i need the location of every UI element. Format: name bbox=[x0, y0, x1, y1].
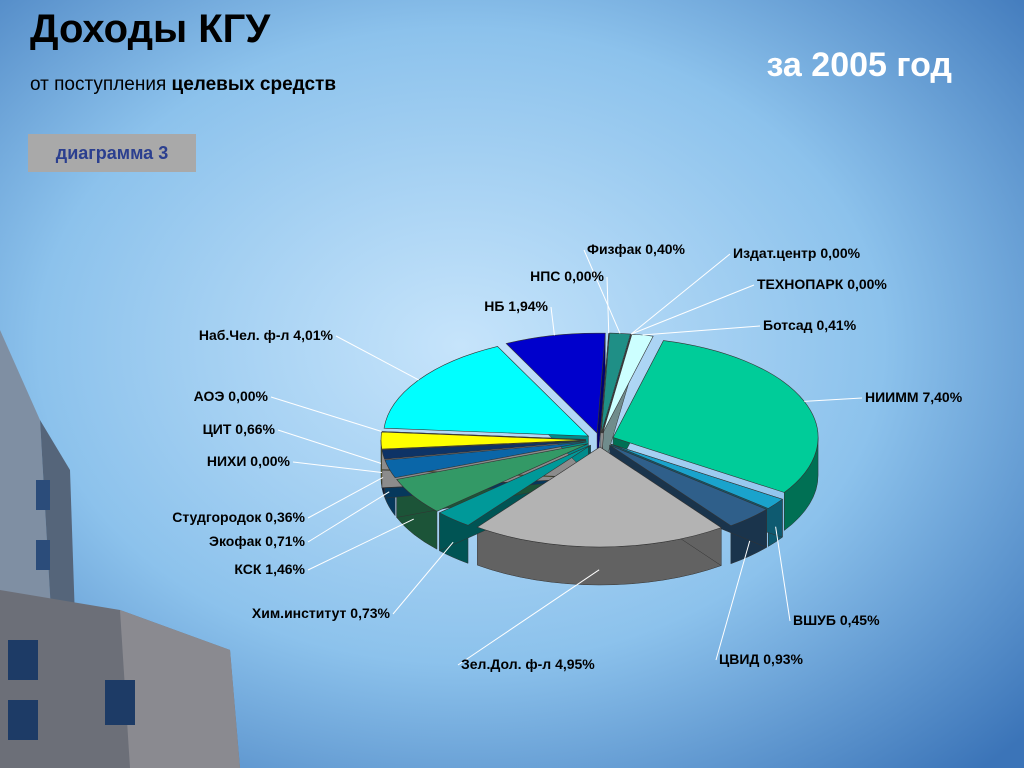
category-name: ЦВИД bbox=[719, 651, 759, 667]
leader-line bbox=[277, 429, 382, 464]
category-name: Хим.институт bbox=[252, 605, 347, 621]
subtitle-plain: от поступления bbox=[30, 74, 166, 95]
slice bbox=[609, 444, 768, 527]
slice bbox=[601, 334, 632, 434]
leader-line bbox=[457, 569, 600, 666]
slice-label: ВШУБ 0,45% bbox=[793, 612, 880, 628]
value-label: 0,36% bbox=[265, 509, 305, 525]
value-label: 7,40% bbox=[922, 389, 962, 405]
subtitle: от поступления целевых средств bbox=[30, 74, 336, 95]
building bbox=[0, 330, 240, 768]
slice bbox=[476, 446, 722, 548]
category-name: ТЕХНОПАРК bbox=[757, 276, 844, 292]
slice-label: Экофак 0,71% bbox=[209, 533, 306, 549]
slice-label: АОЭ 0,00% bbox=[194, 388, 269, 404]
category-name: Издат.центр bbox=[733, 245, 816, 261]
value-label: 0,66% bbox=[235, 421, 275, 437]
value-label: 1,46% bbox=[265, 561, 305, 577]
category-name: Студгородок bbox=[172, 509, 262, 525]
slice bbox=[600, 333, 610, 434]
leader-line bbox=[307, 518, 414, 571]
badge-box bbox=[28, 134, 196, 172]
value-label: 1,94% bbox=[508, 298, 548, 314]
category-name: КСК bbox=[234, 561, 261, 577]
pie-chart: Физфак 0,40% Издат.центр 0,00%ТЕХНОПАРК 0… bbox=[172, 241, 962, 672]
slice-label: НИХИ 0,00% bbox=[207, 453, 291, 469]
slice bbox=[396, 443, 589, 512]
category-name: АОЭ bbox=[194, 388, 225, 404]
slice bbox=[380, 431, 587, 450]
leader-line bbox=[335, 335, 419, 381]
title: Доходы КГУ bbox=[30, 7, 271, 51]
leader-line bbox=[642, 325, 761, 336]
slice-label: Наб.Чел. ф-л 4,01% bbox=[199, 327, 334, 343]
category-name: НБ bbox=[484, 298, 504, 314]
category-name: НПС bbox=[530, 268, 560, 284]
category-name: НИИММ bbox=[865, 389, 919, 405]
category-name: Экофак bbox=[209, 533, 262, 549]
slice bbox=[381, 440, 587, 450]
category-name: ВШУБ bbox=[793, 612, 836, 628]
value-label: 0,40% bbox=[645, 241, 685, 257]
leader-line bbox=[292, 461, 382, 473]
leader-line bbox=[715, 540, 751, 661]
slice-label: НБ 1,94% bbox=[484, 298, 548, 314]
badge: диаграмма 3 bbox=[56, 143, 168, 163]
slice-label: Ботсад 0,41% bbox=[763, 317, 857, 333]
value-label: 4,95% bbox=[555, 656, 595, 672]
slice-label: ЦВИД 0,93% bbox=[719, 651, 804, 667]
slice bbox=[384, 441, 587, 479]
slice-label: ЦИТ 0,66% bbox=[203, 421, 276, 437]
slice-label: НПС 0,00% bbox=[530, 268, 604, 284]
category-name: Зел.Дол. ф-л bbox=[461, 656, 551, 672]
value-label: 0,93% bbox=[763, 651, 803, 667]
value-label: 0,00% bbox=[847, 276, 887, 292]
category-name: НИХИ bbox=[207, 453, 247, 469]
leader-line bbox=[270, 396, 382, 433]
leader-line bbox=[775, 526, 791, 622]
value-label: 4,01% bbox=[293, 327, 333, 343]
slice bbox=[612, 340, 819, 493]
slice-label: Физфак 0,40% bbox=[587, 241, 686, 257]
leader-line bbox=[392, 541, 454, 615]
slice-label: Издат.центр 0,00% bbox=[733, 245, 861, 261]
value-label: 0,71% bbox=[265, 533, 305, 549]
period: за 2005 год bbox=[766, 46, 952, 84]
slice bbox=[383, 346, 590, 437]
value-label: 0,00% bbox=[228, 388, 268, 404]
value-label: 0,00% bbox=[564, 268, 604, 284]
slice-label: Хим.институт 0,73% bbox=[252, 605, 391, 621]
slice-label: КСК 1,46% bbox=[234, 561, 305, 577]
subtitle-bold: целевых средств bbox=[172, 74, 337, 95]
leader-line bbox=[550, 306, 555, 336]
leader-line bbox=[631, 284, 755, 335]
value-label: 0,73% bbox=[350, 605, 390, 621]
category-name: Ботсад bbox=[763, 317, 813, 333]
slice bbox=[381, 440, 587, 460]
value-label: 0,45% bbox=[840, 612, 880, 628]
slice bbox=[611, 443, 784, 509]
category-name: ЦИТ bbox=[203, 421, 232, 437]
value-label: 0,00% bbox=[250, 453, 290, 469]
slice-label: ТЕХНОПАРК 0,00% bbox=[757, 276, 887, 292]
value-label: 0,41% bbox=[816, 317, 856, 333]
slice-label: Зел.Дол. ф-л 4,95% bbox=[461, 656, 595, 672]
slice bbox=[505, 332, 606, 434]
leader-line bbox=[307, 491, 390, 543]
leader-line bbox=[583, 249, 621, 334]
slice bbox=[438, 444, 591, 526]
leader-line bbox=[804, 397, 863, 402]
slice-label: Студгородок 0,36% bbox=[172, 509, 305, 525]
category-name: Наб.Чел. ф-л bbox=[199, 327, 290, 343]
leader-line bbox=[630, 253, 731, 335]
leader-line bbox=[307, 476, 384, 519]
category-name: Физфак bbox=[587, 241, 642, 257]
slice-label: НИИММ 7,40% bbox=[865, 389, 963, 405]
value-label: 0,00% bbox=[820, 245, 860, 261]
leader-line bbox=[606, 276, 610, 334]
